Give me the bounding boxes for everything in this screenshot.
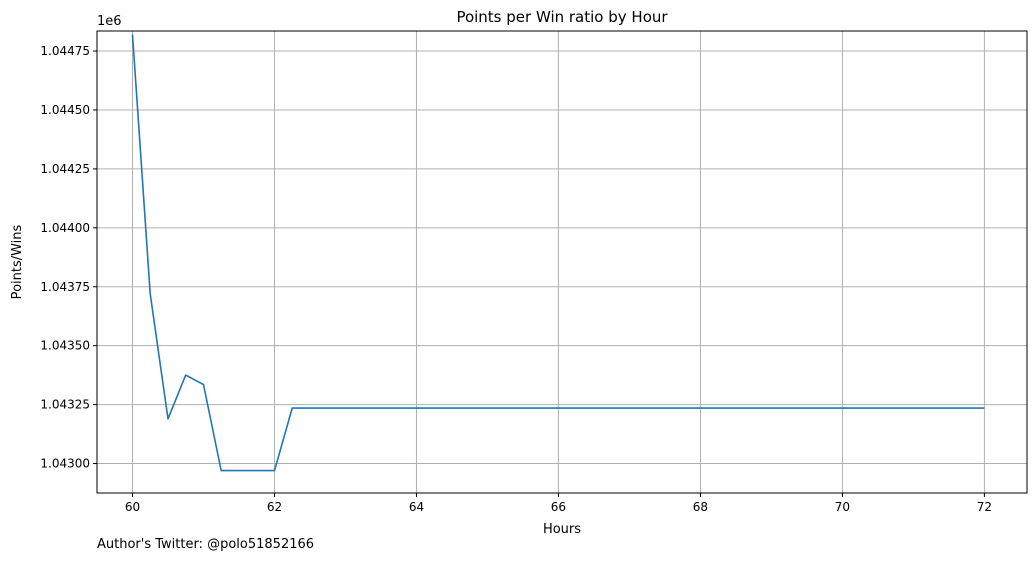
- x-axis-ticks: 60 62 64 66 68 70 72: [125, 493, 992, 514]
- y-axis-ticks: 1.04300 1.04325 1.04350 1.04375 1.04400 1.044…: [40, 44, 97, 471]
- y-tick-label: 1.04350: [40, 339, 90, 353]
- author-footnote: Author's Twitter: @polo51852166: [97, 537, 315, 552]
- series-line-group: [131, 34, 985, 472]
- series-line: [131, 34, 985, 472]
- y-tick-label: 1.04425: [40, 162, 90, 176]
- y-tick-label: 1.04475: [40, 44, 90, 58]
- x-axis-label: Hours: [543, 522, 581, 537]
- y-tick-label: 1.04450: [40, 103, 90, 117]
- y-tick-label: 1.04375: [40, 280, 90, 294]
- y-axis-label: Points/Wins: [10, 224, 25, 299]
- x-tick-label: 60: [125, 500, 140, 514]
- x-tick-label: 62: [267, 500, 282, 514]
- chart-title: Points per Win ratio by Hour: [456, 8, 668, 26]
- x-tick-label: 66: [551, 500, 566, 514]
- plot-area-frame: [96, 30, 1028, 494]
- y-tick-label: 1.04300: [40, 457, 90, 471]
- x-tick-label: 72: [977, 500, 992, 514]
- x-tick-label: 68: [693, 500, 708, 514]
- y-tick-label: 1.04400: [40, 221, 90, 235]
- grid-lines: [97, 31, 1027, 493]
- x-tick-label: 64: [409, 500, 424, 514]
- y-tick-label: 1.04325: [40, 398, 90, 412]
- y-axis-offset-label: 1e6: [97, 14, 122, 29]
- x-tick-label: 70: [835, 500, 850, 514]
